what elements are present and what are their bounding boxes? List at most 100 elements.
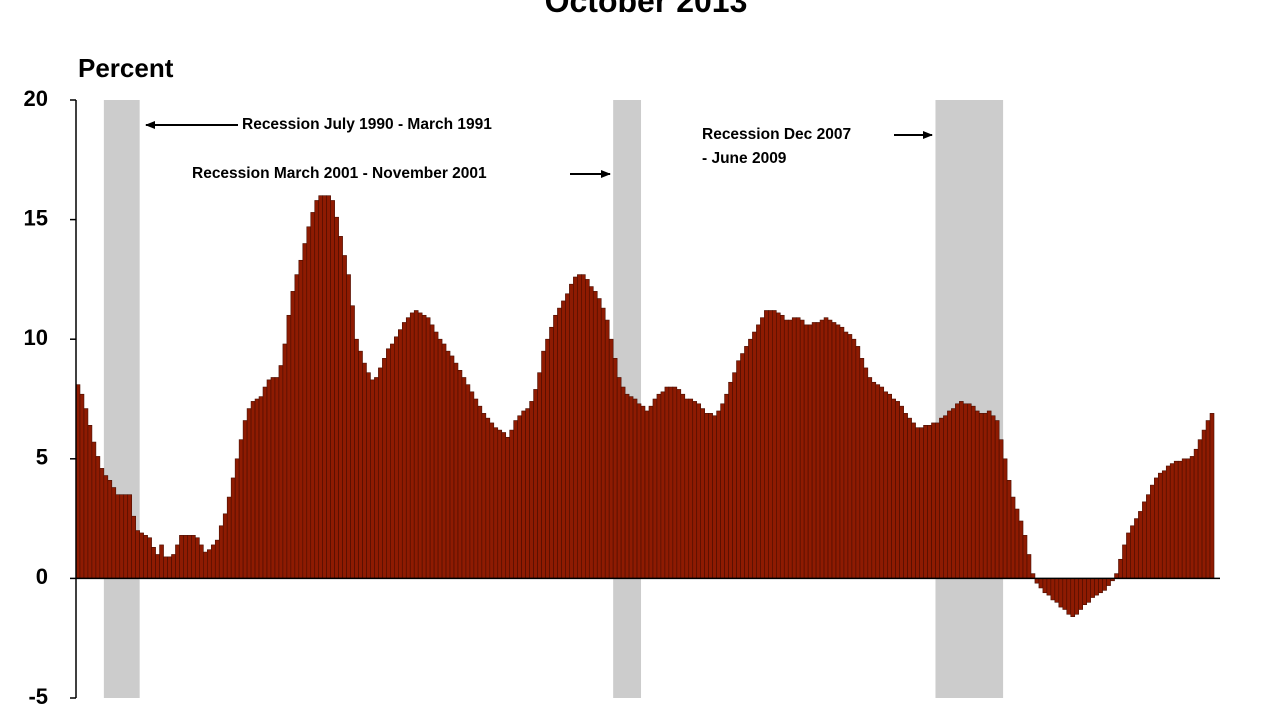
bar (847, 334, 853, 579)
bar (927, 425, 932, 579)
bar (278, 365, 284, 579)
bar (700, 408, 705, 579)
bar (708, 413, 713, 579)
bar (79, 393, 85, 579)
bar (616, 377, 622, 579)
bar (95, 456, 101, 579)
bar (390, 343, 395, 579)
bar (1098, 578, 1103, 594)
bar (163, 556, 168, 579)
bar (489, 422, 495, 579)
bar (270, 377, 276, 579)
bar (644, 410, 650, 579)
bar (290, 291, 296, 579)
bar (238, 439, 244, 579)
bar (521, 410, 526, 579)
bar (465, 384, 471, 579)
bar (1169, 463, 1175, 579)
recession-label: Recession March 2001 - November 2001 (192, 165, 487, 182)
bar (246, 408, 252, 579)
bar (939, 417, 944, 579)
bar (1122, 544, 1127, 579)
bar (557, 307, 562, 579)
bar (807, 324, 813, 579)
bar (672, 386, 678, 579)
recession-band (103, 100, 140, 698)
bar (254, 398, 260, 579)
bar (1193, 448, 1199, 579)
bar (581, 274, 586, 579)
bar (262, 386, 268, 579)
bar (620, 386, 626, 579)
bar (632, 398, 638, 579)
bar (827, 319, 833, 579)
bar (294, 274, 300, 579)
bar (409, 312, 415, 579)
bar (561, 300, 566, 579)
bar (1165, 465, 1171, 579)
bar (1142, 501, 1147, 579)
bar (230, 477, 236, 579)
bar (756, 324, 761, 579)
bar (688, 398, 694, 579)
bar (573, 276, 578, 579)
bar (875, 384, 881, 579)
bar (171, 554, 176, 579)
bar (370, 379, 375, 579)
recession-band (935, 100, 1004, 698)
bar (787, 319, 793, 579)
bar (461, 377, 467, 579)
bar (724, 393, 729, 579)
bar (811, 322, 817, 579)
bar (298, 259, 304, 579)
bar (923, 425, 928, 579)
recession-label: Recession Dec 2007 (702, 126, 851, 143)
bar (135, 530, 140, 579)
y-tick-label: 0 (36, 564, 48, 589)
bar (1014, 508, 1020, 579)
bar (867, 377, 873, 579)
bar (1197, 439, 1203, 579)
bar (1042, 578, 1048, 594)
bar (517, 415, 522, 579)
bar (994, 420, 1000, 579)
bar (1018, 520, 1024, 579)
bar (91, 441, 97, 579)
bar (469, 391, 475, 579)
bar (736, 360, 741, 579)
bar (752, 331, 757, 579)
bar (1094, 578, 1099, 596)
bar (413, 310, 419, 579)
bar (831, 322, 837, 579)
y-tick-label: 10 (24, 325, 48, 350)
bar (1086, 578, 1091, 603)
bar (764, 310, 769, 579)
bar (955, 403, 960, 579)
bar (1074, 578, 1080, 615)
bar (951, 408, 956, 579)
bar (859, 358, 865, 579)
bar (155, 554, 160, 579)
bar (481, 413, 487, 579)
bar (350, 305, 355, 579)
bar (799, 319, 805, 579)
bars (75, 195, 1215, 617)
bar (314, 200, 320, 579)
bar (815, 322, 821, 579)
bar (199, 544, 204, 579)
bar (967, 403, 972, 579)
bar (676, 389, 682, 579)
bar (541, 350, 546, 579)
bar (226, 496, 232, 579)
bar (732, 372, 737, 579)
bar (935, 422, 940, 579)
bar (907, 417, 912, 579)
bar (779, 314, 785, 579)
bar (497, 429, 503, 579)
bar (358, 350, 363, 579)
bar (1046, 578, 1052, 596)
bar (183, 535, 188, 579)
bar (1050, 578, 1056, 601)
bar (525, 408, 530, 579)
